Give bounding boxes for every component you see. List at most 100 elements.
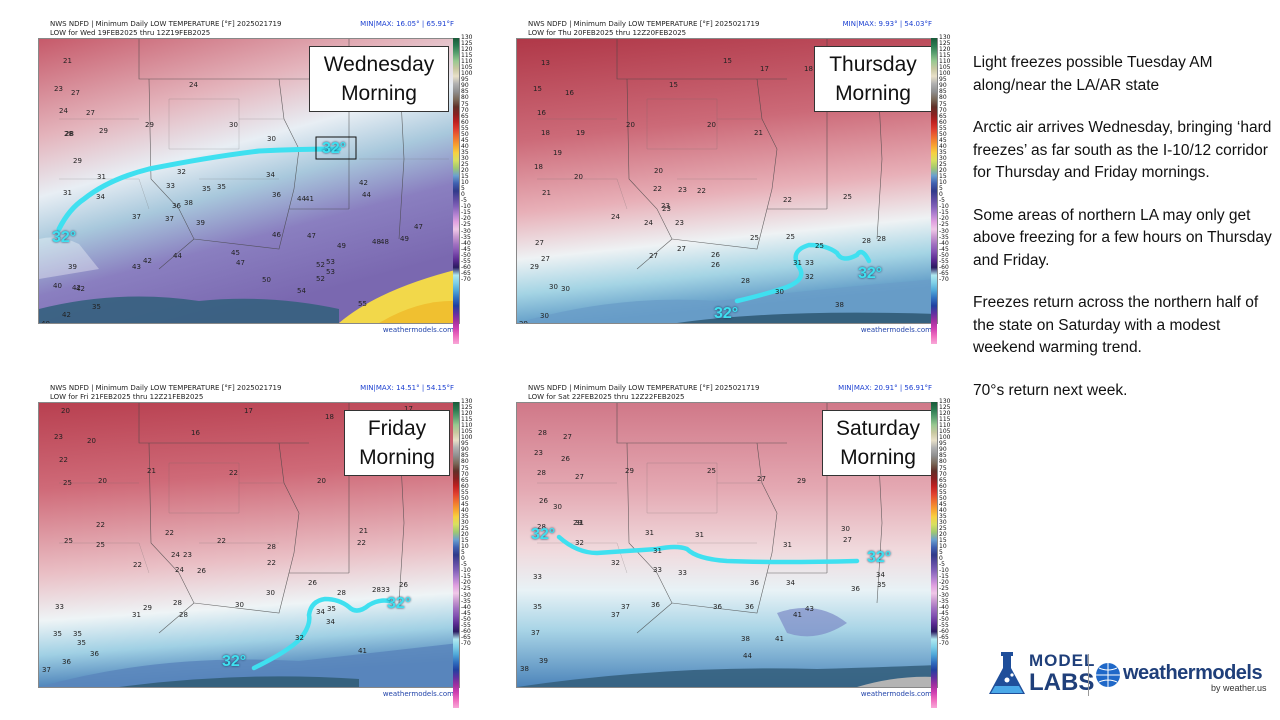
station-value: 34 xyxy=(96,193,105,201)
station-value: 18 xyxy=(804,65,813,73)
station-value: 28 xyxy=(179,611,188,619)
station-value: 22 xyxy=(133,561,142,569)
station-value: 48 xyxy=(372,238,381,246)
station-value: 26 xyxy=(711,251,720,259)
colorbar-tick-label: -10 xyxy=(939,567,949,575)
colorbar-tick-label: -65 xyxy=(939,269,949,277)
station-value: 20 xyxy=(574,173,583,181)
station-value: 38 xyxy=(184,199,193,207)
colorbar-ticks: 130 125 120 115 110 105 100 95 90 85 80 75 70 65 60 55 5… xyxy=(461,398,473,647)
station-value: 27 xyxy=(575,473,584,481)
colorbar-tick-label: -45 xyxy=(461,245,471,253)
station-value: 29 xyxy=(625,467,634,475)
colorbar-gradient xyxy=(931,38,937,344)
station-value: 20 xyxy=(707,121,716,129)
station-value: 35 xyxy=(217,183,226,191)
freezing-line-label: 32° xyxy=(867,549,892,566)
station-value: 25 xyxy=(64,537,73,545)
colorbar-tick-label: 105 xyxy=(939,64,951,72)
colorbar-tick-label: 95 xyxy=(461,76,469,84)
station-value: 41 xyxy=(305,195,314,203)
colorbar-tick-label: 15 xyxy=(939,173,947,181)
colorbar-tick-label: 25 xyxy=(461,524,469,532)
freezing-line-label: 32° xyxy=(387,595,412,612)
station-value: 27 xyxy=(649,252,658,260)
map-graphic xyxy=(517,403,937,687)
station-value: 22 xyxy=(357,539,366,547)
colorbar-tick-label: -65 xyxy=(461,269,471,277)
station-value: 18 xyxy=(325,413,334,421)
day-label-name: Friday xyxy=(367,417,427,440)
station-value: 25 xyxy=(63,479,72,487)
station-value: 31 xyxy=(645,529,654,537)
temperature-colorbar: 130 125 120 115 110 105 100 95 90 85 80 75 70 65 60 55 5… xyxy=(453,34,483,344)
map-credit: weathermodels.com xyxy=(860,326,932,334)
station-value: 30 xyxy=(841,525,850,533)
colorbar-tick-label: 55 xyxy=(461,124,469,132)
station-value: 18 xyxy=(534,163,543,171)
map-panel-thursday: NWS NDFD | Minimum Daily LOW TEMPERATURE… xyxy=(516,18,940,334)
colorbar-tick-label: -35 xyxy=(939,233,949,241)
colorbar-tick-label: 40 xyxy=(939,142,947,150)
colorbar-tick-label: -10 xyxy=(461,203,471,211)
station-value: 36 xyxy=(745,603,754,611)
station-value: 20 xyxy=(317,477,326,485)
colorbar-tick-label: 95 xyxy=(939,440,947,448)
colorbar-tick-label: 110 xyxy=(939,58,951,66)
colorbar-tick-label: -40 xyxy=(939,239,949,247)
panel-header-title: NWS NDFD | Minimum Daily LOW TEMPERATURE… xyxy=(50,384,282,392)
colorbar-tick-label: 20 xyxy=(939,531,947,539)
station-value: 35 xyxy=(202,185,211,193)
colorbar-tick-label: -70 xyxy=(939,275,949,283)
map-panel-wednesday: NWS NDFD | Minimum Daily LOW TEMPERATURE… xyxy=(38,18,462,334)
colorbar-tick-label: 30 xyxy=(939,154,947,162)
colorbar-tick-label: 45 xyxy=(461,500,469,508)
station-value: 37 xyxy=(165,215,174,223)
freezing-line-label: 32° xyxy=(52,229,77,246)
station-value: 36 xyxy=(851,585,860,593)
freezing-line-label: 32° xyxy=(714,305,739,322)
station-value: 28 xyxy=(65,130,74,138)
station-value: 31 xyxy=(63,189,72,197)
station-value: 36 xyxy=(750,579,759,587)
station-value: 23 xyxy=(675,219,684,227)
station-value: 33 xyxy=(653,566,662,574)
station-value: 29 xyxy=(99,127,108,135)
colorbar-tick-label: 20 xyxy=(461,531,469,539)
station-value: 42 xyxy=(359,179,368,187)
colorbar-tick-label: -20 xyxy=(939,215,949,223)
colorbar-tick-label: 50 xyxy=(939,494,947,502)
weathermodels-byline: by weather.us xyxy=(1211,683,1267,693)
logo-bar: MODEL LABS weathermodels by weather.us xyxy=(985,650,1275,700)
station-value: 44 xyxy=(173,252,182,260)
colorbar-tick-label: 30 xyxy=(461,154,469,162)
station-value: 24 xyxy=(171,551,180,559)
station-value: 39 xyxy=(539,657,548,665)
station-value: 36 xyxy=(62,658,71,666)
colorbar-tick-label: -45 xyxy=(939,609,949,617)
colorbar-tick-label: -55 xyxy=(461,257,471,265)
colorbar-tick-label: 65 xyxy=(461,112,469,120)
station-value: 35 xyxy=(53,630,62,638)
colorbar-tick-label: -5 xyxy=(939,561,945,569)
note-paragraph: Freezes return across the northern half … xyxy=(973,294,1259,356)
panel-header-valid: LOW for Sat 22FEB2025 thru 12Z22FEB2025 xyxy=(528,393,685,401)
colorbar-tick-label: -25 xyxy=(939,221,949,229)
panel-minmax: MIN|MAX: 9.93° | 54.03°F xyxy=(842,20,932,28)
station-value: 29 xyxy=(573,519,582,527)
day-label-time: Morning xyxy=(359,446,435,469)
station-value: 45 xyxy=(231,249,240,257)
colorbar-tick-label: -50 xyxy=(461,251,471,259)
colorbar-tick-label: 15 xyxy=(939,537,947,545)
station-value: 23 xyxy=(54,433,63,441)
station-value: 28 xyxy=(537,469,546,477)
colorbar-tick-label: 115 xyxy=(461,416,473,424)
colorbar-tick-label: -30 xyxy=(461,227,471,235)
station-value: 32 xyxy=(575,539,584,547)
station-value: 42 xyxy=(143,257,152,265)
note-paragraph: 70°s return next week. xyxy=(973,381,1128,399)
panel-header-valid: LOW for Thu 20FEB2025 thru 12Z20FEB2025 xyxy=(528,29,687,37)
colorbar-tick-label: 25 xyxy=(939,160,947,168)
colorbar-tick-label: 10 xyxy=(939,543,947,551)
colorbar-tick-label: 0 xyxy=(461,555,465,563)
